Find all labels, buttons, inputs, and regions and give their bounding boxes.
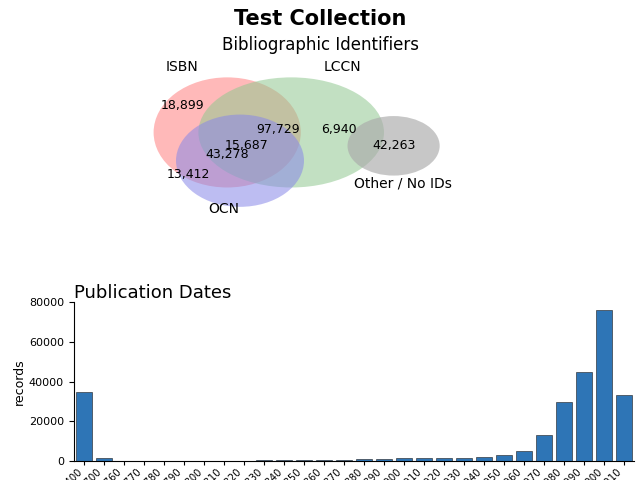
Text: 42,263: 42,263 — [372, 139, 415, 152]
Text: 43,278: 43,278 — [205, 148, 249, 161]
Bar — [596, 311, 612, 461]
Text: LCCN: LCCN — [324, 60, 361, 74]
Text: 15,687: 15,687 — [225, 139, 268, 152]
Text: 13,412: 13,412 — [167, 168, 211, 180]
Bar — [276, 460, 292, 461]
Bar — [495, 456, 511, 461]
Bar — [415, 458, 431, 461]
Text: Other / No IDs: Other / No IDs — [355, 177, 452, 191]
Bar — [456, 457, 472, 461]
Ellipse shape — [348, 116, 440, 176]
Bar — [296, 460, 312, 461]
Y-axis label: records: records — [13, 358, 26, 405]
Text: 18,899: 18,899 — [161, 99, 204, 112]
Text: Bibliographic Identifiers: Bibliographic Identifiers — [221, 36, 419, 54]
Bar — [476, 457, 492, 461]
Bar — [376, 459, 392, 461]
Bar — [356, 459, 372, 461]
Ellipse shape — [198, 77, 384, 188]
Bar — [536, 435, 552, 461]
Text: Test Collection: Test Collection — [234, 9, 406, 29]
Bar — [316, 460, 332, 461]
Bar — [616, 396, 632, 461]
Bar — [335, 459, 351, 461]
Text: Publication Dates: Publication Dates — [74, 284, 231, 302]
Bar — [575, 372, 591, 461]
Ellipse shape — [154, 77, 301, 188]
Bar — [76, 392, 92, 461]
Bar — [556, 402, 572, 461]
Text: ISBN: ISBN — [166, 60, 199, 74]
Text: OCN: OCN — [209, 202, 239, 216]
Text: 97,729: 97,729 — [257, 123, 300, 136]
Bar — [95, 458, 111, 461]
Bar — [396, 458, 412, 461]
Text: 6,940: 6,940 — [321, 123, 357, 136]
Bar — [516, 451, 532, 461]
Bar — [436, 458, 452, 461]
Ellipse shape — [176, 115, 304, 207]
